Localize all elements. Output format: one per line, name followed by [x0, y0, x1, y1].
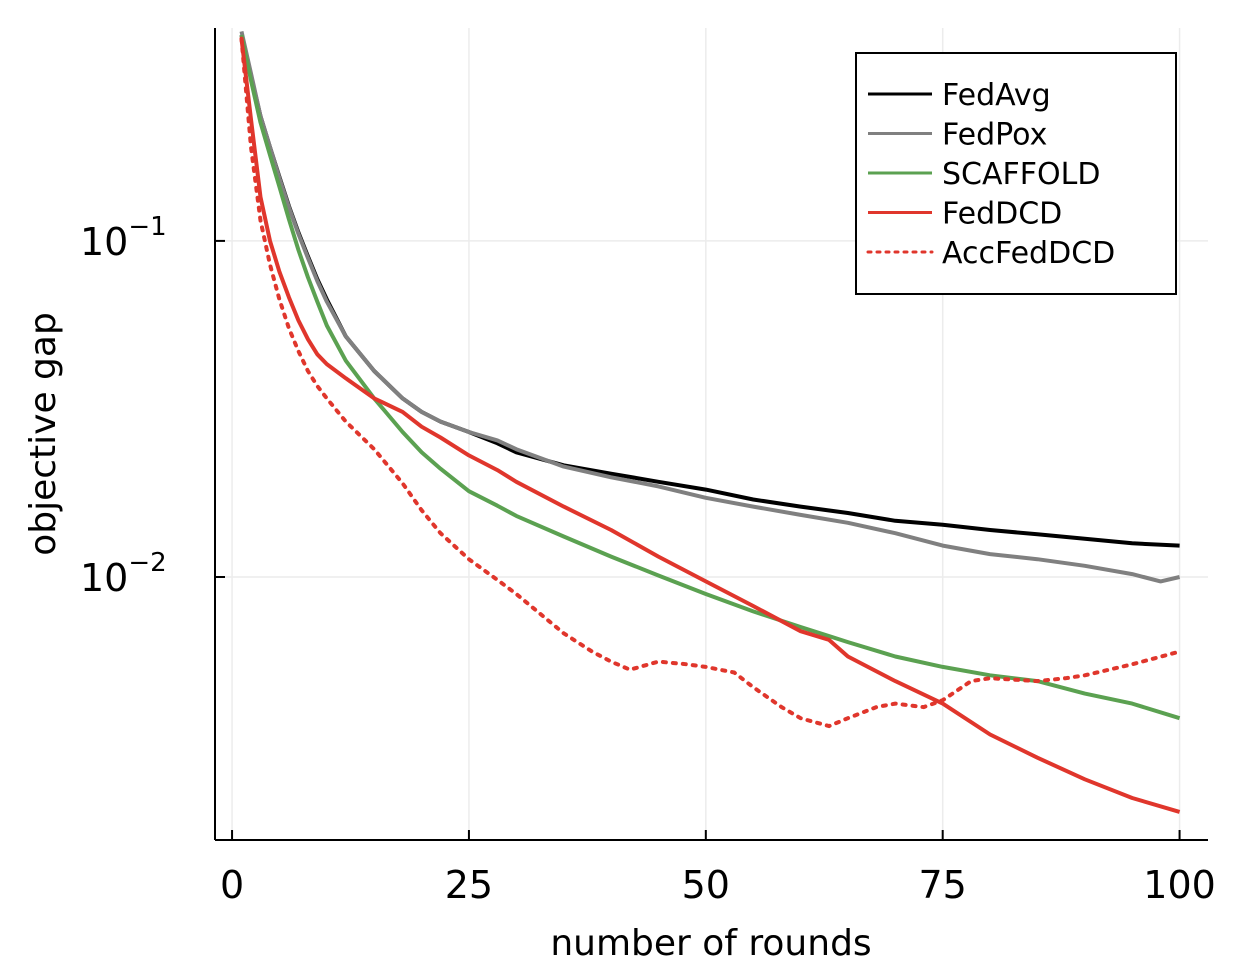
axes	[214, 28, 1208, 841]
x-tick-label: 50	[682, 863, 730, 907]
series-line-fedpox	[239, 30, 1181, 584]
series-group	[239, 30, 1182, 814]
y-axis-label: objective gap	[23, 312, 64, 556]
x-tick-label: 25	[445, 863, 493, 907]
y-ticks: 10−2 10−1	[80, 212, 225, 600]
x-tick-label: 75	[919, 863, 967, 907]
series-line-scaffold	[239, 34, 1181, 721]
y-tick-label: 10−1	[80, 212, 167, 264]
x-tick-label: 100	[1143, 863, 1216, 907]
legend: FedAvg FedPox SCAFFOLD FedDCD AccFedDCD	[855, 52, 1177, 295]
legend-label: FedDCD	[942, 197, 1062, 232]
series-line-feddcd	[239, 38, 1181, 814]
legend-label: SCAFFOLD	[942, 157, 1100, 192]
legend-label: FedAvg	[942, 78, 1051, 113]
legend-label: FedPox	[942, 118, 1047, 153]
x-axis-label: number of rounds	[550, 923, 871, 964]
x-ticks: 0 25 50 75 100	[220, 830, 1216, 907]
y-tick-label: 10−2	[80, 548, 167, 600]
x-tick-label: 0	[220, 863, 244, 907]
legend-label: AccFedDCD	[942, 236, 1115, 271]
